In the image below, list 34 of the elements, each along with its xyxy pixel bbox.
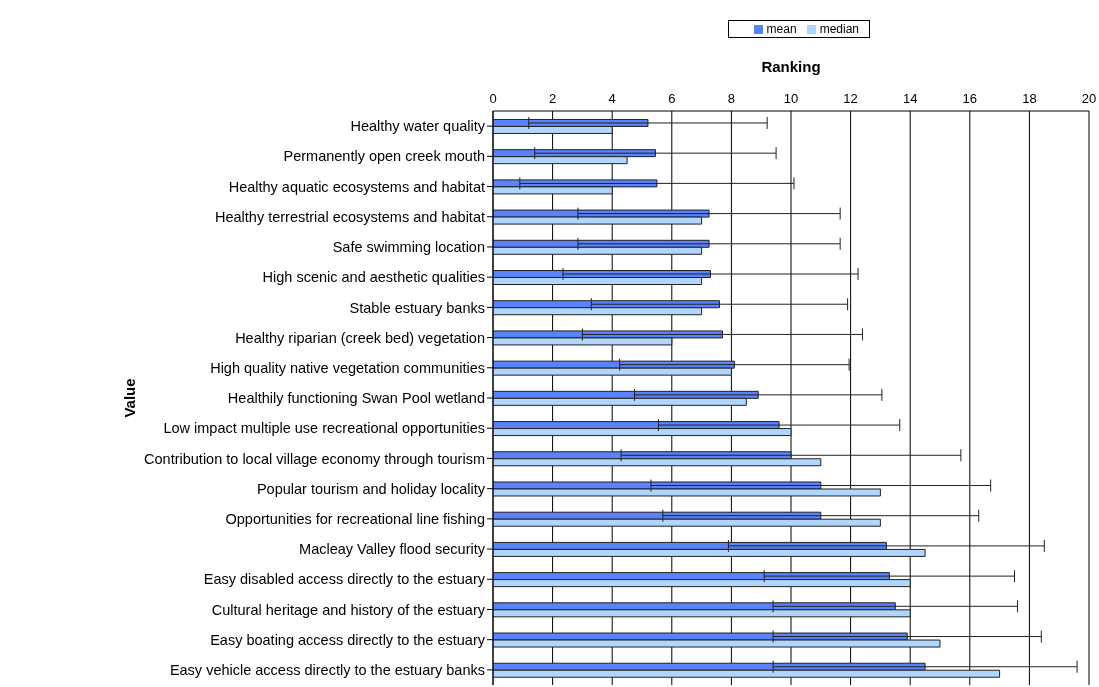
y-axis-title: Value	[121, 378, 139, 418]
y-tick-label: Macleay Valley flood security	[299, 541, 486, 558]
y-tick-label: Low impact multiple use recreational opportunities	[163, 420, 485, 437]
x-tick-label: 16	[962, 91, 978, 106]
y-tick-label: Healthily functioning Swan Pool wetland	[227, 390, 485, 407]
y-tick-label: Permanently open creek mouth	[283, 148, 485, 165]
x-tick-label: 20	[1081, 91, 1097, 106]
x-tick-label: 14	[902, 91, 918, 106]
x-tick-label: 12	[843, 91, 858, 106]
y-tick-label: Easy boating access directly to the estuary	[210, 631, 486, 648]
y-tick-label: Healthy aquatic ecosystems and habitat	[228, 178, 485, 195]
y-tick-label: Healthy terrestrial ecosystems and habitat	[215, 208, 485, 225]
y-tick-label: Cultural heritage and history of the estuary	[211, 601, 486, 618]
x-tick-label: 0	[489, 91, 497, 106]
y-tick-label: Healthy riparian (creek bed) vegetation	[235, 329, 485, 346]
x-tick-label: 6	[668, 91, 676, 106]
x-tick-label: 2	[548, 91, 557, 106]
y-tick-label: High scenic and aesthetic qualities	[262, 269, 485, 286]
y-tick-label: Safe swimming location	[332, 239, 485, 256]
x-tick-label: 4	[608, 91, 616, 106]
x-axis-title: Ranking	[760, 58, 822, 75]
y-tick-label: Stable estuary banks	[349, 299, 485, 316]
y-tick-label: Contribution to local village economy through tourism	[144, 450, 485, 467]
y-tick-label: Opportunities for recreational line fishing	[225, 510, 485, 527]
x-tick-label: 8	[727, 91, 736, 106]
legend-label: mean	[766, 22, 797, 36]
y-tick-label: Easy disabled access directly to the estuary	[203, 571, 486, 588]
y-tick-label: Popular tourism and holiday locality	[256, 480, 486, 497]
legend-label: median	[819, 22, 859, 36]
y-tick-label: Easy vehicle access directly to the estuary banks	[169, 662, 485, 679]
x-tick-label: 10	[783, 91, 799, 106]
y-tick-label: Healthy water quality	[350, 118, 486, 135]
x-tick-label: 18	[1022, 91, 1037, 106]
y-tick-label: High quality native vegetation communities	[210, 359, 485, 376]
